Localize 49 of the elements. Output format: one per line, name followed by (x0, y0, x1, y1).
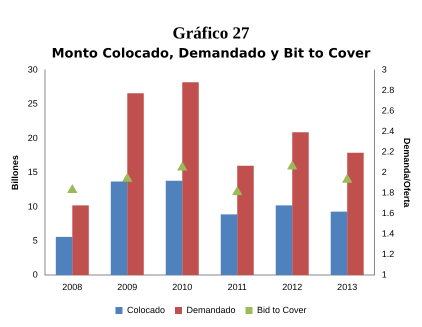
y2-tick-label: 2.2 (382, 146, 394, 157)
y2-tick-label: 2 (382, 167, 387, 178)
point (342, 174, 352, 183)
bar (330, 212, 348, 276)
y2-tick-label: 2.6 (382, 106, 394, 116)
y-tick-label: 25 (28, 98, 38, 109)
y-axis-title: Billones (10, 155, 20, 190)
x-tick-label: 2010 (172, 282, 192, 292)
point (232, 186, 242, 196)
bar (220, 214, 238, 276)
x-tick-label: 2009 (117, 282, 138, 292)
bar (127, 93, 144, 276)
point (177, 162, 188, 170)
y2-tick-label: 1.2 (382, 249, 394, 260)
bar (110, 181, 128, 276)
point (122, 173, 132, 182)
bar (72, 205, 89, 276)
point (67, 184, 78, 194)
y2-tick-label: 1.8 (382, 188, 394, 198)
y2-tick-label: 1 (382, 270, 387, 280)
y2-axis-title: Demanda/Oferta (402, 138, 412, 208)
y2-tick-label: 1.4 (382, 228, 394, 239)
bar (276, 205, 292, 276)
bar (56, 236, 72, 276)
bar (166, 180, 182, 276)
x-tick-label: 2013 (337, 282, 358, 292)
bar (182, 82, 199, 276)
legend-label: Bid to Cover (257, 304, 307, 315)
bar (292, 132, 309, 276)
chart-subtitle: Monto Colocado, Demandado y Bit to Cover (52, 46, 371, 62)
y-tick-label: 10 (28, 201, 38, 212)
y2-tick-label: 2.4 (382, 126, 394, 136)
y-tick-label: 5 (32, 235, 38, 246)
point (287, 160, 298, 170)
x-tick-label: 2008 (62, 282, 82, 292)
chart-title: Gráfico 27 (172, 24, 250, 43)
y2-tick-label: 1.6 (382, 208, 394, 218)
y-tick-label: 30 (28, 64, 38, 74)
y2-tick-label: 3 (382, 64, 387, 74)
x-tick-label: 2012 (282, 282, 302, 292)
x-tick-label: 2011 (228, 282, 247, 292)
bar (347, 152, 364, 276)
y-tick-label: 15 (28, 167, 38, 178)
legend-label: Demandado (186, 304, 236, 315)
legend-label: Colocado (126, 304, 165, 315)
y-tick-label: 0 (32, 270, 38, 280)
y2-tick-label: 2.8 (382, 85, 394, 96)
y-tick-label: 20 (28, 132, 38, 143)
bar (237, 166, 254, 276)
